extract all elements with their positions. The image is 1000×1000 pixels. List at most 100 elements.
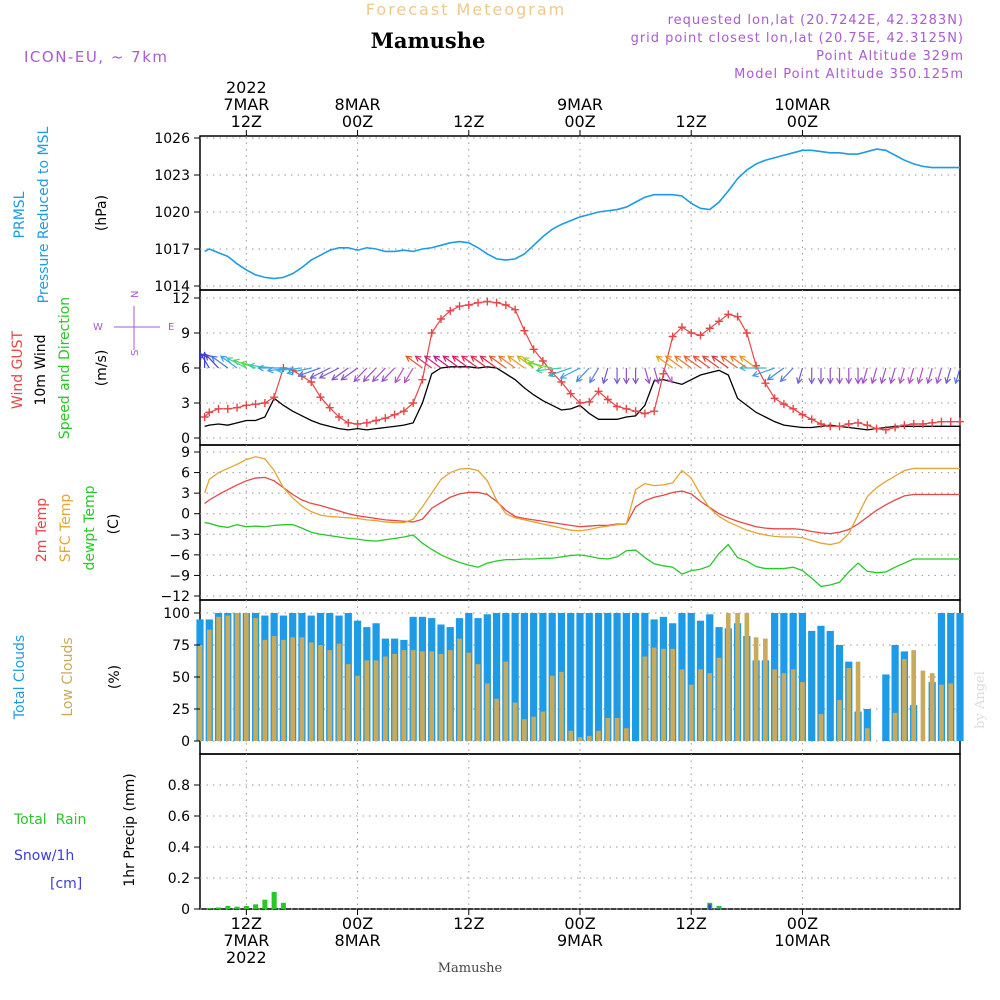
pressure-line — [204, 148, 960, 280]
low-cloud-bar — [679, 669, 685, 741]
compass-s: S — [130, 350, 141, 356]
rain-bar — [271, 891, 277, 909]
wind-direction-arrow — [372, 367, 386, 382]
rain-bar — [234, 906, 240, 909]
wind-arrow-head — [371, 375, 379, 383]
wind-arrow-head — [888, 377, 896, 385]
wind-gust-marker — [585, 397, 594, 406]
wind-arrow-head — [644, 377, 652, 385]
wind-arrow-head — [340, 374, 348, 381]
y-tick-label: 0.6 — [168, 809, 190, 825]
low-cloud-bar — [698, 669, 703, 741]
wind-direction-arrow — [665, 355, 683, 369]
precip-bars — [206, 891, 722, 909]
wind-gust-marker — [844, 420, 853, 428]
low-cloud-bar — [485, 683, 490, 741]
wind-gust-marker — [464, 301, 473, 309]
low-cloud-bar — [920, 670, 926, 741]
low-cloud-bar — [336, 643, 342, 741]
total-cloud-bar — [585, 613, 593, 741]
wind-arrow-head — [497, 355, 505, 362]
wind-gust-marker — [316, 393, 325, 402]
wind-gust-marker — [233, 403, 242, 412]
wind-gust-marker — [696, 331, 705, 340]
total-cloud-bar — [826, 630, 834, 741]
low-cloud-bar — [568, 730, 574, 741]
wind-gust-marker — [307, 378, 316, 386]
wind-direction-arrow — [955, 367, 961, 384]
low-cloud-bar — [744, 613, 750, 741]
wind-direction-arrow — [405, 355, 423, 369]
wind-direction-arrow — [353, 367, 368, 382]
wind-direction-arrow — [267, 367, 293, 372]
wind-gust-marker — [436, 315, 445, 323]
total-cloud-bar — [835, 645, 844, 741]
low-cloud-bar — [837, 700, 842, 741]
wind-gust-marker — [835, 422, 844, 431]
wind-arrow-head — [729, 355, 737, 362]
y-tick-label: 12 — [172, 291, 190, 307]
wind-arrow-head — [331, 374, 339, 381]
y-tick-label: 0.4 — [168, 840, 190, 856]
wind-direction-arrow — [211, 355, 229, 369]
wind-arrow-head — [547, 370, 555, 378]
temp-2m-line — [204, 476, 960, 535]
wind-direction-arrow — [644, 367, 650, 384]
wind-arrow-head — [836, 377, 843, 385]
model-point-altitude: Model Point Altitude 350.125m — [734, 67, 964, 82]
cloud-unit: (%) — [107, 665, 123, 689]
wind-arrow-head — [527, 360, 535, 368]
wind-direction-arrow — [404, 367, 414, 383]
wind-direction-arrow — [890, 367, 896, 384]
low-cloud-bar — [735, 613, 740, 741]
y-tick-label: 1014 — [154, 279, 190, 295]
wind-gust-marker — [603, 395, 612, 404]
rain-bar — [216, 907, 222, 909]
wind-arrow-head — [808, 377, 816, 385]
rain-bar — [253, 904, 259, 909]
wind-gust-marker — [362, 418, 371, 427]
wind-arrow-head — [664, 355, 672, 362]
compass-e: E — [168, 322, 174, 333]
low-cloud-bar — [929, 673, 935, 741]
wind-gust-marker — [891, 423, 900, 432]
low-cloud-bar — [290, 637, 295, 741]
y-tick-label: −9 — [169, 568, 190, 584]
low-cloud-bar — [420, 651, 425, 741]
wind-arrow-head — [381, 375, 388, 383]
wind-arrow-head — [589, 376, 596, 384]
y-tick-label: 0 — [181, 734, 190, 750]
wind-arrow-head — [479, 355, 487, 362]
low-cloud-bar — [197, 645, 203, 741]
temp-dew-label: dewpt Temp — [82, 485, 98, 570]
wind-gust-marker — [918, 420, 927, 428]
wind-gust-marker — [742, 329, 751, 337]
low-cloud-bar — [624, 728, 629, 741]
wind-arrow-head — [925, 377, 933, 385]
temp-2m-label: 2m Temp — [34, 498, 50, 562]
wind-gust-marker — [622, 404, 631, 413]
low-cloud-bar — [790, 669, 796, 741]
wind-arrow-head — [854, 377, 862, 385]
wind-gust-marker — [529, 345, 538, 354]
wind-arrow-head — [935, 377, 942, 385]
low-cloud-bar — [318, 645, 323, 741]
wind-arrow-head — [405, 355, 413, 362]
wind-direction-arrow — [517, 355, 535, 369]
wind-gust-marker — [881, 425, 890, 434]
wind-arrow-head — [318, 372, 326, 379]
wind-gust-marker — [826, 422, 835, 431]
wind-gust-marker — [650, 407, 659, 416]
wind-series — [200, 297, 964, 434]
low-cloud-bar — [559, 671, 564, 741]
wind-gust-marker — [538, 357, 547, 365]
bottom-time-label: 9MAR — [557, 931, 603, 950]
wind-gust-marker — [483, 297, 492, 306]
wind-gust-marker — [631, 407, 640, 416]
y-tick-label: 0.2 — [168, 871, 190, 887]
wind-arrow-head — [414, 355, 422, 362]
wind-arrow-head — [232, 358, 240, 366]
wind-gust-marker — [390, 410, 399, 419]
footer-location: Mamushe — [438, 961, 503, 976]
